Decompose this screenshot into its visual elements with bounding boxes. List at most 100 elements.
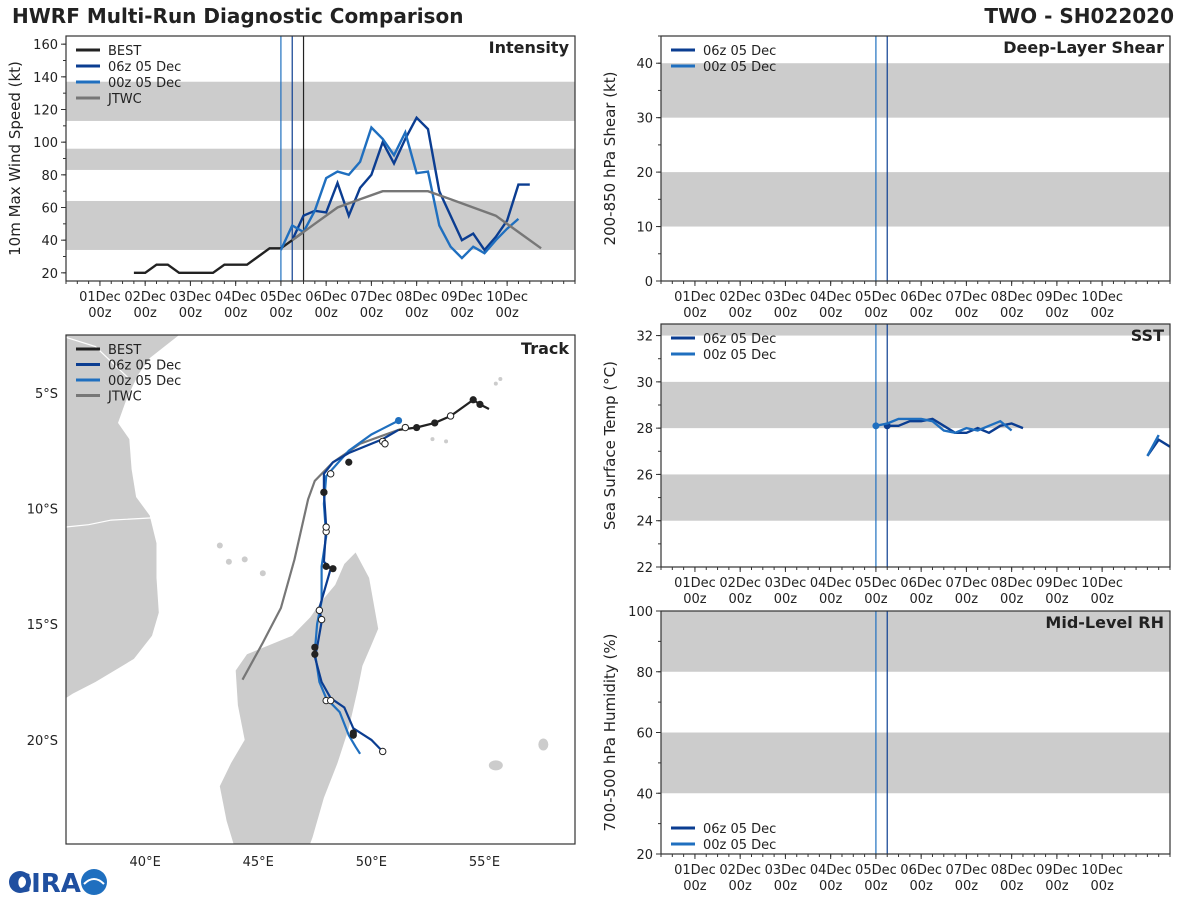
- track-legend-label: BEST: [108, 343, 141, 358]
- intensity-ytick-label: 100: [33, 136, 58, 151]
- intensity-xtick-label: 03Dec: [170, 290, 212, 305]
- shear-xtick-label: 06Dec: [900, 290, 942, 305]
- intensity-xtick-label-time: 00z: [314, 306, 338, 321]
- figure-title: HWRF Multi-Run Diagnostic Comparison: [12, 4, 464, 28]
- island: [498, 376, 503, 381]
- intensity-xtick-label-time: 00z: [88, 306, 112, 321]
- shear-xtick-label-time: 00z: [1045, 306, 1069, 321]
- intensity-title: Intensity: [489, 38, 570, 57]
- land-layer: [66, 335, 549, 844]
- rh-band: [661, 732, 1170, 794]
- sst-xtick-label: 06Dec: [900, 576, 942, 591]
- shear-ytick-label: 10: [636, 221, 653, 236]
- intensity-panel: 2040608010012014016001Dec00z02Dec00z03De…: [6, 35, 576, 321]
- rh-xtick-label: 04Dec: [810, 863, 852, 878]
- cira-logo: CIRA: [6, 866, 116, 902]
- shear-xtick-label-time: 00z: [1000, 306, 1024, 321]
- shear-xtick-label: 03Dec: [765, 290, 807, 305]
- shear-legend-label: 06z 05 Dec: [703, 44, 776, 59]
- sst-legend-label: 00z 05 Dec: [703, 348, 776, 363]
- sst-xtick-label: 08Dec: [991, 576, 1033, 591]
- shear-xtick-label: 04Dec: [810, 290, 852, 305]
- sst-xtick-label-time: 00z: [819, 592, 843, 607]
- shear-xtick-label: 01Dec: [674, 290, 716, 305]
- sst-xtick-label-time: 00z: [774, 592, 798, 607]
- track-marker-filled: [311, 650, 319, 658]
- sst-ytick-label: 22: [636, 561, 653, 576]
- track-marker-open: [326, 696, 335, 705]
- track-ytick-label: 10°S: [27, 503, 58, 518]
- sst-xtick-label-time: 00z: [728, 592, 752, 607]
- track-marker-filled: [476, 400, 484, 409]
- sst-ytick-label: 24: [636, 515, 653, 530]
- intensity-xtick-label: 09Dec: [441, 290, 483, 305]
- track-ytick-label: 15°S: [27, 618, 58, 633]
- island: [216, 542, 223, 549]
- shear-xtick-label-time: 00z: [955, 306, 979, 321]
- intensity-band: [66, 200, 575, 250]
- island: [259, 570, 266, 577]
- shear-band: [661, 172, 1170, 227]
- rh-xtick-label: 08Dec: [991, 863, 1033, 878]
- track-marker-open: [401, 423, 410, 432]
- intensity-xtick-label: 01Dec: [79, 290, 121, 305]
- rh-xtick-label: 06Dec: [900, 863, 942, 878]
- track-marker-filled: [394, 417, 403, 425]
- intensity-ytick-label: 40: [41, 234, 58, 249]
- sst-ylabel: Sea Surface Temp (°C): [601, 361, 619, 530]
- rh-xtick-label-time: 00z: [683, 879, 707, 894]
- intensity-xtick-label-time: 00z: [405, 306, 429, 321]
- island: [241, 556, 248, 563]
- intensity-legend-label: BEST: [108, 44, 141, 59]
- island: [493, 381, 498, 386]
- track-ytick-label: 5°S: [35, 387, 58, 402]
- intensity-xtick-label: 04Dec: [215, 290, 257, 305]
- sst-xtick-label: 02Dec: [719, 576, 761, 591]
- track-marker-filled: [322, 562, 330, 570]
- shear-xtick-label-time: 00z: [1090, 306, 1114, 321]
- rh-ytick-label: 100: [628, 605, 653, 620]
- rh-xtick-label-time: 00z: [728, 879, 752, 894]
- track-legend-label: 00z 05 Dec: [108, 374, 181, 389]
- storm-id: TWO - SH022020: [984, 4, 1174, 28]
- shear-xtick-label: 10Dec: [1081, 290, 1123, 305]
- track-marker-open: [381, 440, 389, 448]
- intensity-xtick-label-time: 00z: [495, 306, 519, 321]
- rh-xtick-label-time: 00z: [774, 879, 798, 894]
- intensity-ytick-label: 160: [33, 38, 58, 53]
- intensity-legend-label: JTWC: [107, 92, 142, 107]
- track-marker-filled: [349, 729, 357, 737]
- rh-xtick-label: 10Dec: [1081, 863, 1123, 878]
- shear-xtick-label-time: 00z: [728, 306, 752, 321]
- track-marker-open: [315, 606, 324, 615]
- shear-ytick-label: 30: [636, 112, 653, 127]
- sst-xtick-label: 07Dec: [946, 576, 988, 591]
- sst-xtick-label: 05Dec: [855, 576, 897, 591]
- track-marker-filled: [329, 565, 337, 573]
- sst-xtick-label: 01Dec: [674, 576, 716, 591]
- intensity-xtick-label-time: 00z: [224, 306, 248, 321]
- track-marker-filled: [413, 423, 421, 432]
- track-ytick-label: 20°S: [27, 734, 58, 749]
- shear-ytick-label: 40: [636, 57, 653, 72]
- intensity-ytick-label: 60: [41, 202, 58, 217]
- rh-band: [661, 611, 1170, 672]
- rh-xtick-label-time: 00z: [819, 879, 843, 894]
- intensity-ytick-label: 20: [41, 267, 58, 282]
- shear-xtick-label: 05Dec: [855, 290, 897, 305]
- shear-frame: [660, 35, 1171, 282]
- intensity-xtick-label-time: 00z: [360, 306, 384, 321]
- sst-frame: [660, 323, 1171, 568]
- rh-xtick-label: 02Dec: [719, 863, 761, 878]
- track-marker-open: [379, 747, 387, 756]
- intensity-ylabel: 10m Max Wind Speed (kt): [6, 61, 24, 256]
- shear-xtick-label-time: 00z: [774, 306, 798, 321]
- intensity-series-line: [291, 190, 542, 250]
- shear-title: Deep-Layer Shear: [1003, 38, 1164, 57]
- intensity-series-line: [291, 115, 530, 252]
- track-xtick-label: 45°E: [243, 855, 274, 870]
- track-legend-label: JTWC: [107, 390, 142, 405]
- track-marker-filled: [431, 419, 439, 427]
- shear-xtick-label: 09Dec: [1036, 290, 1078, 305]
